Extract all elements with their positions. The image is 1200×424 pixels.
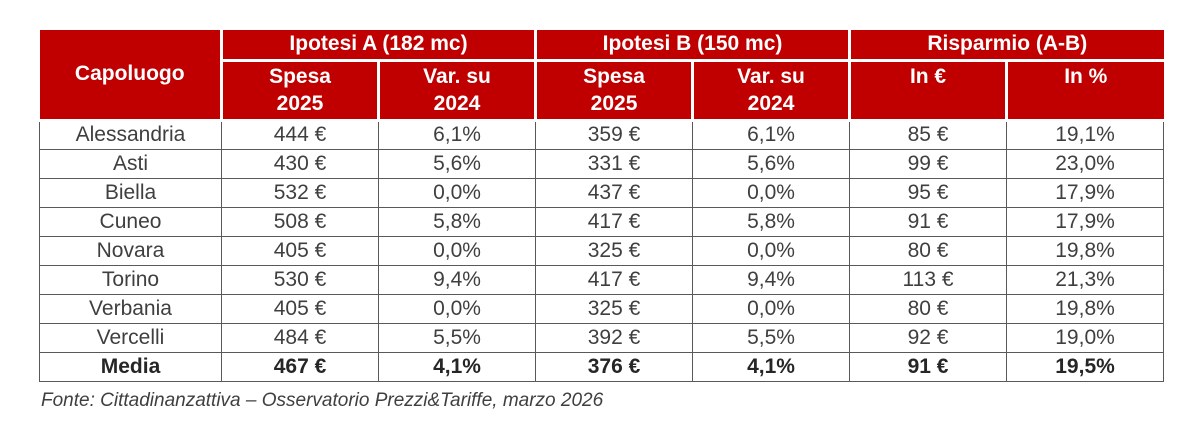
cell-spesa-a: 467 € bbox=[221, 351, 379, 382]
cell-capoluogo: Torino bbox=[39, 264, 222, 295]
cell-spesa-b: 437 € bbox=[535, 177, 694, 208]
cell-spesa-b: 376 € bbox=[535, 351, 694, 382]
cell-spesa-a: 444 € bbox=[221, 119, 379, 150]
table-row: Novara 405 €0,0% 325 €0,0% 80 €19,8% bbox=[39, 235, 1165, 266]
column-header-risparmio-percent: In % bbox=[1005, 58, 1164, 122]
cell-capoluogo: Media bbox=[39, 351, 222, 382]
cell-spesa-a: 508 € bbox=[221, 206, 379, 237]
cell-var-a: 9,4% bbox=[377, 264, 537, 295]
cell-risparmio-percent: 17,9% bbox=[1006, 206, 1165, 237]
cell-spesa-b: 325 € bbox=[535, 293, 694, 324]
table-row: Asti 430 €5,6% 331 €5,6% 99 €23,0% bbox=[39, 148, 1165, 179]
cell-risparmio-percent: 21,3% bbox=[1006, 264, 1165, 295]
cell-var-b: 4,1% bbox=[692, 351, 851, 382]
cell-capoluogo: Alessandria bbox=[39, 119, 222, 150]
table-header: Capoluogo Ipotesi A (182 mc) Ipotesi B (… bbox=[39, 30, 1164, 122]
cell-risparmio-percent: 19,8% bbox=[1006, 293, 1165, 324]
cell-var-a: 0,0% bbox=[377, 293, 537, 324]
cell-spesa-b: 359 € bbox=[535, 119, 694, 150]
cell-spesa-a: 484 € bbox=[221, 322, 379, 353]
cell-var-a: 5,6% bbox=[377, 148, 537, 179]
cell-risparmio-percent: 19,5% bbox=[1006, 351, 1165, 382]
cell-spesa-a: 530 € bbox=[221, 264, 379, 295]
column-group-ipotesi-a: Ipotesi A (182 mc) bbox=[219, 30, 538, 62]
cell-capoluogo: Verbania bbox=[39, 293, 222, 324]
column-header-risparmio-euro: In € bbox=[848, 58, 1009, 122]
column-group-ipotesi-b: Ipotesi B (150 mc) bbox=[534, 30, 852, 62]
cell-risparmio-euro: 85 € bbox=[849, 119, 1008, 150]
cell-spesa-a: 405 € bbox=[221, 235, 379, 266]
column-group-risparmio: Risparmio (A-B) bbox=[848, 30, 1164, 62]
table-row: Biella 532 €0,0% 437 €0,0% 95 €17,9% bbox=[39, 177, 1165, 208]
cell-spesa-a: 532 € bbox=[221, 177, 379, 208]
cell-var-b: 5,8% bbox=[692, 206, 851, 237]
cell-spesa-b: 325 € bbox=[535, 235, 694, 266]
cell-risparmio-euro: 92 € bbox=[849, 322, 1008, 353]
cell-var-a: 5,5% bbox=[377, 322, 537, 353]
cell-var-b: 5,5% bbox=[692, 322, 851, 353]
cell-risparmio-euro: 113 € bbox=[849, 264, 1008, 295]
column-header-spesa-2025-a: Spesa 2025 bbox=[220, 58, 380, 122]
cell-risparmio-euro: 91 € bbox=[849, 206, 1008, 237]
cell-risparmio-euro: 80 € bbox=[849, 235, 1008, 266]
cell-var-a: 0,0% bbox=[377, 177, 537, 208]
table-row: Alessandria 444 €6,1% 359 €6,1% 85 €19,1% bbox=[39, 119, 1165, 150]
header-sub-row: Spesa 2025 Var. su 2024 Spesa 2025 Var. … bbox=[40, 58, 1164, 122]
cell-risparmio-percent: 19,0% bbox=[1006, 322, 1165, 353]
cell-var-a: 6,1% bbox=[377, 119, 537, 150]
cell-capoluogo: Vercelli bbox=[39, 322, 222, 353]
cell-risparmio-percent: 17,9% bbox=[1006, 177, 1165, 208]
column-header-capoluogo: Capoluogo bbox=[39, 30, 223, 122]
cell-var-b: 5,6% bbox=[692, 148, 851, 179]
table-row: Verbania 405 €0,0% 325 €0,0% 80 €19,8% bbox=[39, 293, 1165, 324]
cell-risparmio-euro: 95 € bbox=[849, 177, 1008, 208]
cell-spesa-b: 417 € bbox=[535, 206, 694, 237]
cell-capoluogo: Novara bbox=[39, 235, 222, 266]
table-row: Torino 530 €9,4% 417 €9,4% 113 €21,3% bbox=[39, 264, 1165, 295]
cell-spesa-a: 405 € bbox=[221, 293, 379, 324]
table-row: Vercelli 484 €5,5% 392 €5,5% 92 €19,0% bbox=[39, 322, 1165, 353]
cell-var-b: 0,0% bbox=[692, 235, 851, 266]
cell-capoluogo: Asti bbox=[39, 148, 222, 179]
header-group-row: Capoluogo Ipotesi A (182 mc) Ipotesi B (… bbox=[39, 30, 1164, 122]
cell-capoluogo: Cuneo bbox=[39, 206, 222, 237]
cell-risparmio-euro: 80 € bbox=[849, 293, 1008, 324]
cell-spesa-a: 430 € bbox=[221, 148, 379, 179]
cell-var-a: 0,0% bbox=[377, 235, 537, 266]
cell-spesa-b: 392 € bbox=[535, 322, 694, 353]
cell-spesa-b: 417 € bbox=[535, 264, 694, 295]
table-body: Alessandria 444 €6,1% 359 €6,1% 85 €19,1% As… bbox=[39, 119, 1165, 382]
cell-risparmio-percent: 19,1% bbox=[1006, 119, 1165, 150]
cell-capoluogo: Biella bbox=[39, 177, 222, 208]
table-row: Cuneo 508 €5,8% 417 €5,8% 91 €17,9% bbox=[39, 206, 1165, 237]
cell-var-b: 6,1% bbox=[692, 119, 851, 150]
table-row-media: Media 467 €4,1% 376 €4,1% 91 €19,5% bbox=[39, 351, 1165, 382]
cell-risparmio-percent: 19,8% bbox=[1006, 235, 1165, 266]
cell-var-a: 5,8% bbox=[377, 206, 537, 237]
column-header-var-2024-a: Var. su 2024 bbox=[376, 58, 538, 122]
cell-var-b: 0,0% bbox=[692, 177, 851, 208]
column-header-spesa-2025-b: Spesa 2025 bbox=[534, 58, 695, 122]
cell-spesa-b: 331 € bbox=[535, 148, 694, 179]
cell-risparmio-euro: 99 € bbox=[849, 148, 1008, 179]
water-cost-table: Capoluogo Ipotesi A (182 mc) Ipotesi B (… bbox=[39, 30, 1165, 382]
cell-var-a: 4,1% bbox=[377, 351, 537, 382]
source-note: Fonte: Cittadinanzattiva – Osservatorio … bbox=[41, 390, 604, 411]
cell-risparmio-euro: 91 € bbox=[849, 351, 1008, 382]
cell-var-b: 0,0% bbox=[692, 293, 851, 324]
cell-risparmio-percent: 23,0% bbox=[1006, 148, 1165, 179]
column-header-var-2024-b: Var. su 2024 bbox=[691, 58, 852, 122]
cell-var-b: 9,4% bbox=[692, 264, 851, 295]
